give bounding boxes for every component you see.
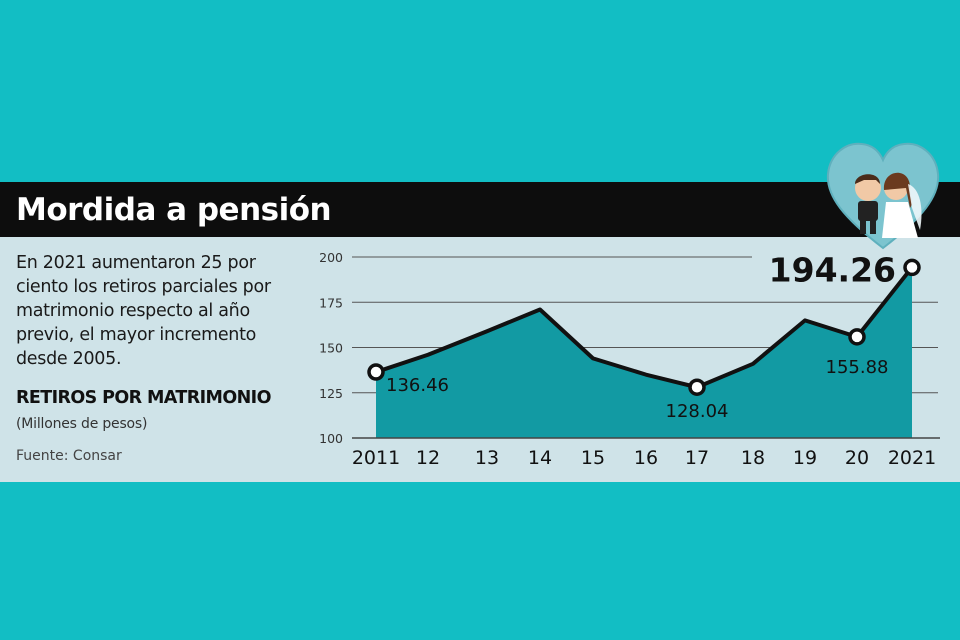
x-tick-label: 19: [793, 447, 817, 469]
chart-source: Fuente: Consar: [16, 448, 122, 464]
y-tick-label: 200: [319, 250, 343, 265]
y-tick-label: 100: [319, 431, 343, 446]
chart-subtitle: (Millones de pesos): [16, 416, 148, 432]
y-tick-label: 175: [319, 295, 343, 310]
data-point-marker: [367, 363, 385, 381]
description-text: En 2021 aumentaron 25 por ciento los ret…: [16, 253, 271, 369]
data-label: 136.46: [386, 375, 449, 396]
data-label: 194.26: [769, 250, 896, 289]
x-tick-label: 18: [741, 447, 765, 469]
x-tick-label: 2021: [888, 447, 936, 469]
x-tick-label: 17: [685, 447, 709, 469]
x-tick-label: 13: [475, 447, 499, 469]
chart-series-line: [375, 266, 914, 390]
data-label: 155.88: [826, 357, 889, 378]
data-point-marker: [688, 378, 706, 396]
y-tick-label: 150: [319, 341, 343, 356]
x-tick-label: 15: [581, 447, 605, 469]
x-tick-label: 20: [845, 447, 869, 469]
data-label: 128.04: [666, 401, 729, 422]
title-bar: [0, 182, 960, 237]
x-tick-label: 2011: [352, 447, 400, 469]
data-point-marker: [848, 328, 866, 346]
y-tick-label: 125: [319, 386, 343, 401]
x-tick-label: 14: [528, 447, 552, 469]
data-point-marker: [903, 258, 921, 277]
page-title: Mordida a pensión: [16, 192, 332, 228]
chart-title: RETIROS POR MATRIMONIO: [16, 388, 271, 408]
wedding-couple-heart-icon: [826, 142, 940, 250]
x-tick-label: 12: [416, 447, 440, 469]
x-tick-label: 16: [634, 447, 658, 469]
chart-area-fill: [376, 267, 912, 438]
